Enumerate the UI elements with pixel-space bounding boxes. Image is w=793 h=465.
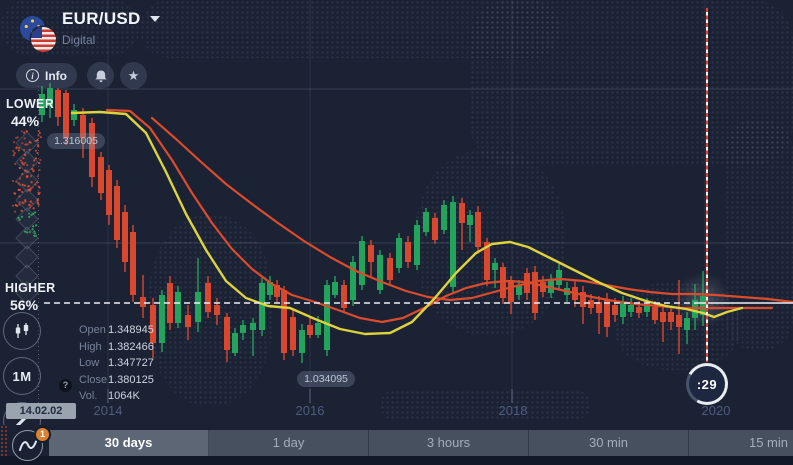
star-icon: ★ (127, 68, 140, 83)
x-axis-label: 2018 (498, 403, 528, 418)
map-blob (725, 120, 793, 350)
lower-percent: 44% (11, 113, 40, 129)
timeframe-tabs: 30 days 1 day 3 hours 30 min 15 min (49, 430, 793, 456)
ohlc-value: 1.348945 (108, 324, 154, 337)
tab-30-min[interactable]: 30 min (529, 430, 689, 456)
info-icon: i (26, 69, 39, 82)
timeframe-label: 1M (12, 368, 32, 384)
higher-label: HIGHER (5, 281, 56, 295)
info-button[interactable]: i Info (16, 63, 77, 88)
timeframe-button[interactable]: 1M (3, 357, 41, 395)
price-label: 1.316005 (47, 133, 105, 149)
x-axis-label: 2020 (701, 403, 731, 418)
ohlc-label: Open (79, 324, 106, 337)
tab-30-days[interactable]: 30 days (49, 430, 209, 456)
lower-label: LOWER (6, 97, 55, 111)
price-label: 1.034095 (297, 371, 355, 387)
ohlc-label: Close (79, 373, 108, 386)
ohlc-value: 1.347727 (108, 357, 154, 370)
asset-selector[interactable]: EUR/USD Digital (62, 9, 160, 47)
tab-15-min[interactable]: 15 min (689, 430, 793, 456)
expiry-timer-value: :29 (689, 366, 725, 402)
ohlc-row-high: High 1.382466 (79, 339, 154, 356)
expiry-timer: :29 (686, 363, 728, 405)
map-blob (380, 390, 590, 420)
bar-bottom-strip (0, 456, 793, 465)
ohlc-row-open: Open 1.348945 (79, 322, 154, 339)
asset-symbol: EUR/USD (62, 9, 141, 28)
sentiment-dots-edge (0, 425, 9, 465)
indicator-count-badge: 1 (34, 426, 51, 443)
sentiment-higher: HIGHER 56% (5, 281, 55, 313)
higher-percent: 56% (10, 297, 39, 313)
timeframe-bar: 30 days 1 day 3 hours 30 min 15 min 1 (0, 425, 793, 465)
indicator-wave-icon (18, 440, 37, 451)
x-axis-label: 2014 (93, 403, 123, 418)
map-blob (470, 0, 793, 165)
chart-type-button[interactable] (3, 312, 41, 350)
ohlc-row-volume: Vol. 1064K (79, 388, 154, 405)
instrument-type-label: Digital (62, 33, 96, 47)
ohlc-label: Low (79, 357, 100, 370)
usd-flag-icon (31, 27, 56, 52)
sentiment-lower: LOWER 44% (6, 97, 54, 129)
ohlc-tooltip: Open 1.348945 High 1.382466 Low 1.347727… (79, 322, 154, 405)
map-blob (140, 0, 560, 58)
notifications-button[interactable] (87, 62, 114, 89)
chevron-down-icon (149, 16, 160, 22)
favorites-button[interactable]: ★ (120, 62, 147, 89)
ohlc-value: 1.382466 (108, 340, 154, 353)
bell-icon (94, 70, 107, 82)
ohlc-label: High (79, 340, 102, 353)
candles-icon (15, 323, 29, 338)
crosshair-date-label: 14.02.02 (6, 403, 76, 419)
tab-1-day[interactable]: 1 day (209, 430, 369, 456)
help-icon[interactable]: ? (59, 379, 72, 392)
ohlc-value: 1.380125 (108, 373, 154, 386)
tab-3-hours[interactable]: 3 hours (369, 430, 529, 456)
ohlc-row-low: Low 1.347727 (79, 355, 154, 372)
ohlc-row-close: Close 1.380125 (79, 372, 154, 389)
x-axis-label: 2016 (295, 403, 325, 418)
info-button-label: Info (45, 68, 67, 83)
price-chart[interactable] (0, 0, 793, 425)
ohlc-label: Vol. (79, 390, 98, 403)
ohlc-value: 1064K (108, 390, 140, 403)
